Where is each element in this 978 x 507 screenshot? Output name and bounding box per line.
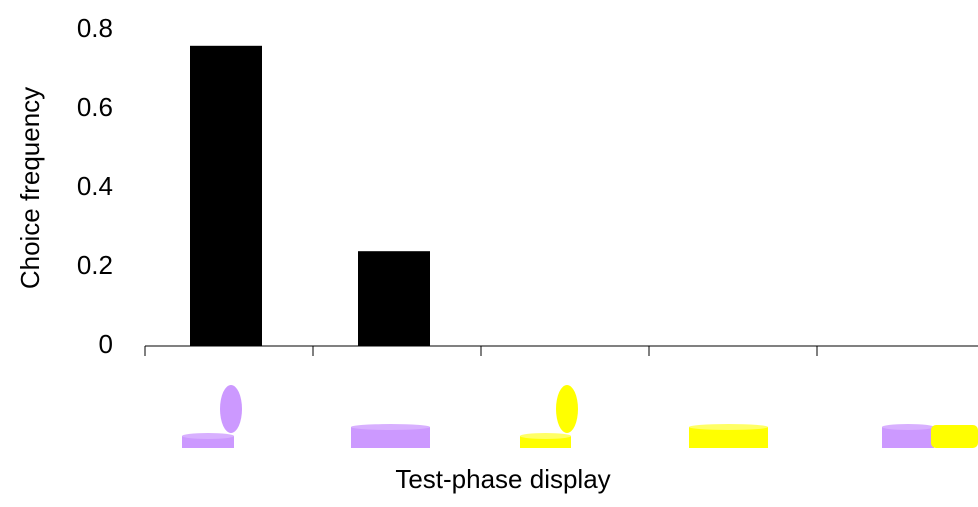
x-axis: [145, 346, 978, 356]
chart: Choice frequency Test-phase display: [0, 0, 978, 507]
y-tick-label: 0.4: [77, 171, 113, 201]
category-icons: [182, 385, 978, 448]
page: {"chart_data": {"type": "bar", "y_label"…: [0, 0, 978, 507]
icon-mixed-cylinder: [882, 424, 978, 448]
icon-yellow-cylinder: [689, 424, 768, 448]
icon-purple-cylinder: [351, 424, 430, 448]
bar: [358, 251, 430, 346]
icon-purple-disc-upright: [182, 385, 242, 448]
y-tick-label: 0.6: [77, 92, 113, 122]
x-axis-title: Test-phase display: [395, 464, 610, 494]
y-axis-title: Choice frequency: [15, 87, 45, 289]
y-tick-label: 0.2: [77, 250, 113, 280]
y-tick-label: 0.8: [77, 13, 113, 43]
y-tick-label: 0: [99, 329, 113, 359]
bar: [190, 46, 262, 346]
icon-yellow-disc-upright: [520, 385, 578, 448]
